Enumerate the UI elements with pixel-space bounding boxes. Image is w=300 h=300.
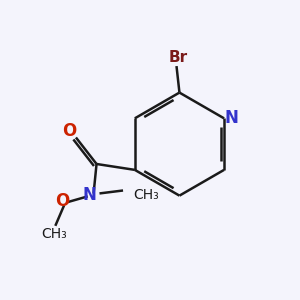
Text: O: O bbox=[55, 192, 69, 210]
Text: CH₃: CH₃ bbox=[41, 227, 67, 241]
Text: CH₃: CH₃ bbox=[133, 188, 159, 202]
Text: Br: Br bbox=[168, 50, 188, 65]
Text: N: N bbox=[82, 186, 96, 204]
Text: O: O bbox=[62, 122, 76, 140]
Text: N: N bbox=[224, 109, 239, 127]
